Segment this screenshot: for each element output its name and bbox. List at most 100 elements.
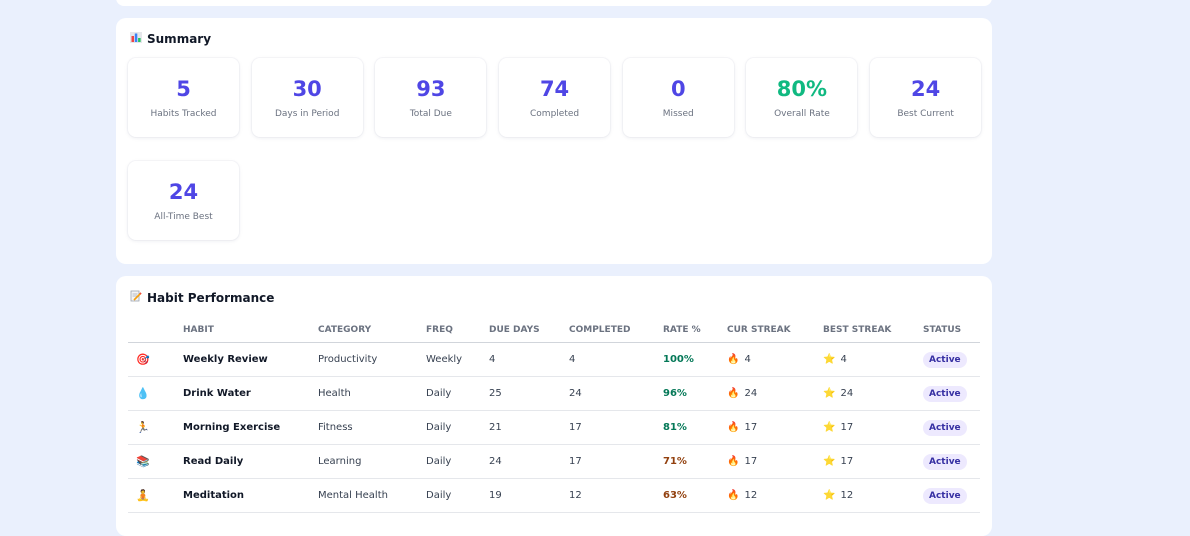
stat-overall-rate: 80% Overall Rate: [746, 58, 858, 137]
stat-days-in-period: 30 Days in Period: [251, 58, 363, 137]
habit-freq: Daily: [426, 444, 489, 479]
header-habit[interactable]: Habit: [183, 318, 318, 343]
habit-rate: 81%: [663, 410, 727, 445]
summary-stats: 5 Habits Tracked 30 Days in Period 93 To…: [128, 58, 982, 240]
meditation-icon: 🧘: [128, 478, 183, 513]
previous-card: [116, 0, 992, 6]
star-icon: ⭐: [823, 388, 836, 399]
stat-habits-tracked: 5 Habits Tracked: [128, 58, 239, 137]
status-cell: Active: [923, 444, 980, 479]
cur-streak-cell: 🔥 17: [727, 444, 823, 479]
stat-label: Completed: [530, 109, 580, 119]
habit-name: Meditation: [183, 478, 318, 513]
stat-label: Days in Period: [274, 109, 340, 119]
status-cell: Active: [923, 376, 980, 411]
habit-due-days: 25: [489, 376, 569, 411]
table-row[interactable]: 💧 Drink Water Health Daily 25 24 96% 🔥 24…: [128, 376, 980, 411]
flame-icon: 🔥: [727, 388, 740, 399]
table-row[interactable]: 🎯 Weekly Review Productivity Weekly 4 4 …: [128, 342, 980, 377]
stat-label: All-Time Best: [154, 212, 213, 222]
habit-name: Morning Exercise: [183, 410, 318, 445]
best-streak-cell: ⭐ 12: [823, 478, 923, 513]
droplet-icon: 💧: [128, 376, 183, 411]
cur-streak-value: 24: [744, 388, 758, 399]
stat-value: 5: [176, 77, 191, 101]
performance-title-text: Habit Performance: [147, 290, 275, 305]
header-rate[interactable]: Rate %: [663, 318, 727, 343]
header-due-days[interactable]: Due Days: [489, 318, 569, 343]
stat-best-current: 24 Best Current: [870, 58, 982, 137]
cur-streak-cell: 🔥 4: [727, 342, 823, 377]
header-category[interactable]: Category: [318, 318, 426, 343]
status-badge: Active: [923, 453, 967, 470]
stat-value: 0: [670, 77, 686, 101]
stat-completed: 74 Completed: [499, 58, 611, 137]
habit-freq: Weekly: [426, 342, 489, 377]
habit-rate: 71%: [663, 444, 727, 479]
stat-label: Total Due: [409, 109, 452, 119]
summary-title: Summary: [129, 32, 211, 46]
status-badge: Active: [923, 351, 967, 368]
best-streak-value: 12: [840, 490, 854, 501]
habit-name: Weekly Review: [183, 342, 318, 377]
best-streak-cell: ⭐ 24: [823, 376, 923, 411]
habit-category: Health: [318, 376, 426, 411]
stat-value: 74: [539, 77, 570, 101]
flame-icon: 🔥: [727, 490, 740, 501]
best-streak-value: 17: [840, 456, 854, 467]
stat-value: 24: [911, 77, 941, 101]
header-icon: [128, 318, 183, 343]
habit-due-days: 24: [489, 444, 569, 479]
cur-streak-value: 12: [744, 490, 758, 501]
flame-icon: 🔥: [727, 354, 740, 365]
status-badge: Active: [923, 487, 967, 504]
header-cur-streak[interactable]: Cur Streak: [727, 318, 823, 343]
header-freq[interactable]: Freq: [426, 318, 489, 343]
header-status[interactable]: Status: [923, 318, 980, 343]
star-icon: ⭐: [823, 422, 836, 433]
table-row[interactable]: 🧘 Meditation Mental Health Daily 19 12 6…: [128, 478, 980, 513]
habit-rate: 100%: [663, 342, 727, 377]
cur-streak-cell: 🔥 24: [727, 376, 823, 411]
cur-streak-cell: 🔥 17: [727, 410, 823, 445]
books-icon: 📚: [128, 444, 183, 479]
habit-category: Fitness: [318, 410, 426, 445]
cur-streak-value: 17: [744, 422, 758, 433]
habit-completed: 4: [569, 342, 663, 377]
habit-completed: 24: [569, 376, 663, 411]
habit-due-days: 21: [489, 410, 569, 445]
habit-category: Learning: [318, 444, 426, 479]
header-completed[interactable]: Completed: [569, 318, 663, 343]
stat-label: Habits Tracked: [150, 109, 217, 119]
stat-value: 30: [292, 77, 322, 101]
runner-icon: 🏃: [128, 410, 183, 445]
status-cell: Active: [923, 342, 980, 377]
status-badge: Active: [923, 419, 967, 436]
status-badge: Active: [923, 385, 967, 402]
stat-total-due: 93 Total Due: [375, 58, 487, 137]
stat-all-time-best: 24 All-Time Best: [128, 161, 239, 240]
cur-streak-cell: 🔥 12: [727, 478, 823, 513]
flame-icon: 🔥: [727, 456, 740, 467]
table-row[interactable]: 📚 Read Daily Learning Daily 24 17 71% 🔥 1…: [128, 444, 980, 479]
memo-icon: [129, 290, 143, 305]
target-icon: 🎯: [128, 342, 183, 377]
bar-chart-icon: [129, 32, 143, 46]
summary-card: Summary 5 Habits Tracked 30 Days in Peri…: [116, 18, 992, 264]
habit-completed: 17: [569, 410, 663, 445]
stat-label: Overall Rate: [774, 109, 830, 119]
habit-freq: Daily: [426, 478, 489, 513]
table-header-row: Habit Category Freq Due Days Completed R…: [128, 318, 980, 343]
best-streak-value: 24: [840, 388, 854, 399]
habit-due-days: 4: [489, 342, 569, 377]
status-cell: Active: [923, 410, 980, 445]
habit-rate: 96%: [663, 376, 727, 411]
flame-icon: 🔥: [727, 422, 740, 433]
habit-completed: 17: [569, 444, 663, 479]
habit-rate: 63%: [663, 478, 727, 513]
header-best-streak[interactable]: Best Streak: [823, 318, 923, 343]
table-row[interactable]: 🏃 Morning Exercise Fitness Daily 21 17 8…: [128, 410, 980, 445]
star-icon: ⭐: [823, 490, 836, 501]
stat-value: 24: [168, 180, 199, 204]
best-streak-value: 17: [840, 422, 854, 433]
